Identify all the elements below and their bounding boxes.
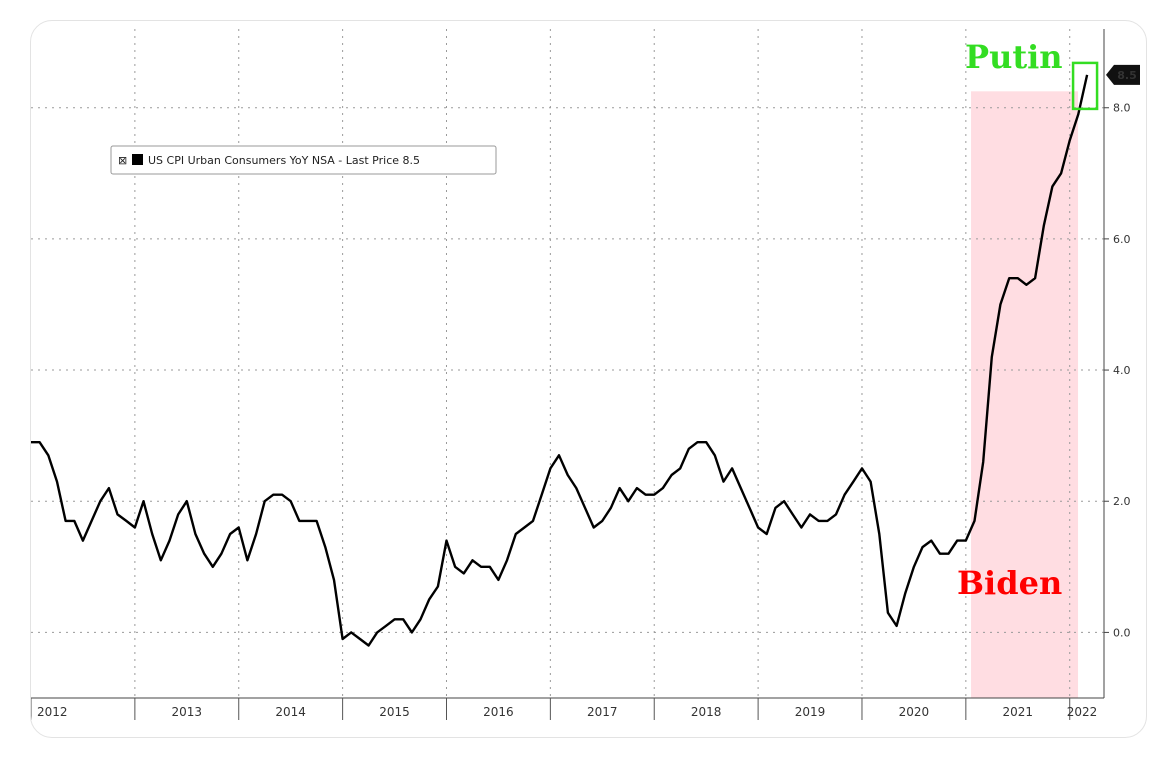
legend-label: US CPI Urban Consumers YoY NSA - Last Pr…: [148, 154, 420, 167]
cpi-series-line: [31, 74, 1089, 647]
x-tick-label: 2017: [587, 705, 618, 719]
last-price-label: 8.5: [1117, 69, 1137, 82]
x-tick-label: 2022: [1067, 705, 1098, 719]
shaded-region: [971, 91, 1079, 698]
x-tick-label: 2016: [483, 705, 514, 719]
putin-highlight-box: [1071, 61, 1099, 111]
x-icon: ⊠: [118, 154, 127, 167]
y-tick-label: 0.0: [1113, 626, 1131, 639]
biden-label: Biden: [957, 564, 1062, 602]
x-tick-label: 2021: [1003, 705, 1034, 719]
x-tick-label: 2015: [379, 705, 410, 719]
legend-box: [110, 145, 497, 175]
chart-card: 0.0 2.0 4.0 6.0 8.0 2012 2013 2014 2015 2016 2017 2…: [30, 20, 1147, 738]
x-tick-label: 2019: [795, 705, 826, 719]
y-tick-label: 2.0: [1113, 495, 1131, 508]
x-tick-label: 2018: [691, 705, 722, 719]
last-price-tag: [1106, 64, 1140, 85]
y-tick-label: 6.0: [1113, 233, 1131, 246]
y-tick-label: 8.0: [1113, 102, 1131, 115]
y-tick-label: 4.0: [1113, 364, 1131, 377]
cpi-line-chart: 0.0 2.0 4.0 6.0 8.0 2012 2013 2014 2015 2016 2017 2…: [31, 29, 1140, 720]
putin-label: Putin: [965, 38, 1063, 76]
legend-swatch: [132, 154, 143, 165]
x-tick-label: 2020: [899, 705, 930, 719]
x-tick-label: 2013: [172, 705, 203, 719]
x-tick-label: 2014: [275, 705, 306, 719]
x-tick-label: 2012: [37, 705, 68, 719]
